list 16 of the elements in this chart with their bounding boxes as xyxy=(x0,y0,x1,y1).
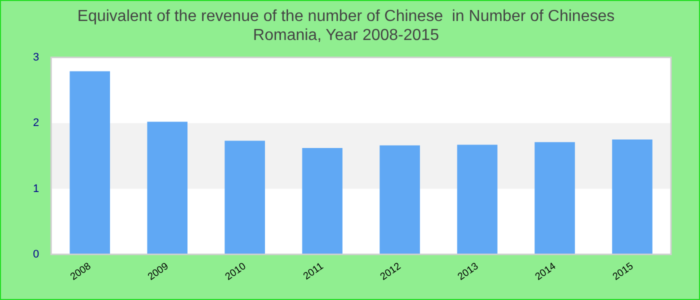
bar xyxy=(70,71,110,254)
bar xyxy=(534,142,575,254)
y-tick-label: 2 xyxy=(32,117,40,130)
x-tick-label: 2009 xyxy=(146,260,171,283)
y-tick-label: 1 xyxy=(32,182,40,195)
bar xyxy=(302,148,342,254)
y-tick-label: 3 xyxy=(32,51,40,64)
chart-title: Equivalent of the revenue of the number of Chinese in Number of Chineses Romania, Year 2008-2015 xyxy=(77,8,615,44)
bar xyxy=(457,144,498,254)
x-tick-label: 2011 xyxy=(302,260,326,282)
bar xyxy=(380,145,420,254)
x-tick-label: 2010 xyxy=(224,260,248,283)
bar xyxy=(147,122,188,254)
y-tick-label: 0 xyxy=(32,248,40,260)
bar xyxy=(224,140,265,254)
bar xyxy=(612,139,652,254)
